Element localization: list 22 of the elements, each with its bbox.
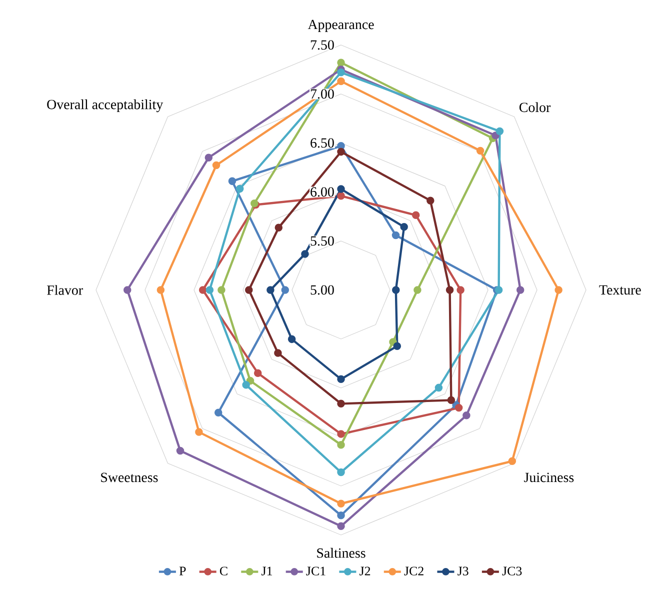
legend-label: C	[220, 566, 228, 576]
legend-label: J3	[458, 566, 468, 576]
y-tick-label: 7.00	[310, 89, 334, 99]
legend-label: P	[179, 566, 186, 576]
spoke-label: Color	[519, 102, 551, 112]
spoke-label: Flavor	[47, 285, 83, 295]
y-tick-label: 6.50	[310, 138, 334, 148]
spoke-label: Overall acceptability	[47, 99, 164, 112]
y-tick-label: 5.50	[310, 236, 334, 246]
legend-label: J2	[360, 566, 370, 576]
y-tick-label: 7.50	[310, 40, 334, 50]
spoke-label: Juiciness	[524, 472, 574, 482]
spoke-label: Appearance	[308, 20, 374, 32]
legend-label: JC2	[404, 566, 424, 576]
legend-label: JC1	[306, 566, 326, 576]
spoke-label: Texture	[599, 285, 641, 295]
spoke-label: Sweetness	[101, 472, 158, 482]
y-tick-label: 5.00	[310, 285, 334, 295]
y-tick-label: 6.00	[310, 187, 334, 197]
legend-label: JC3	[502, 566, 522, 576]
legend-label: J1	[262, 566, 272, 576]
spoke-label: Saltiness	[317, 548, 366, 558]
